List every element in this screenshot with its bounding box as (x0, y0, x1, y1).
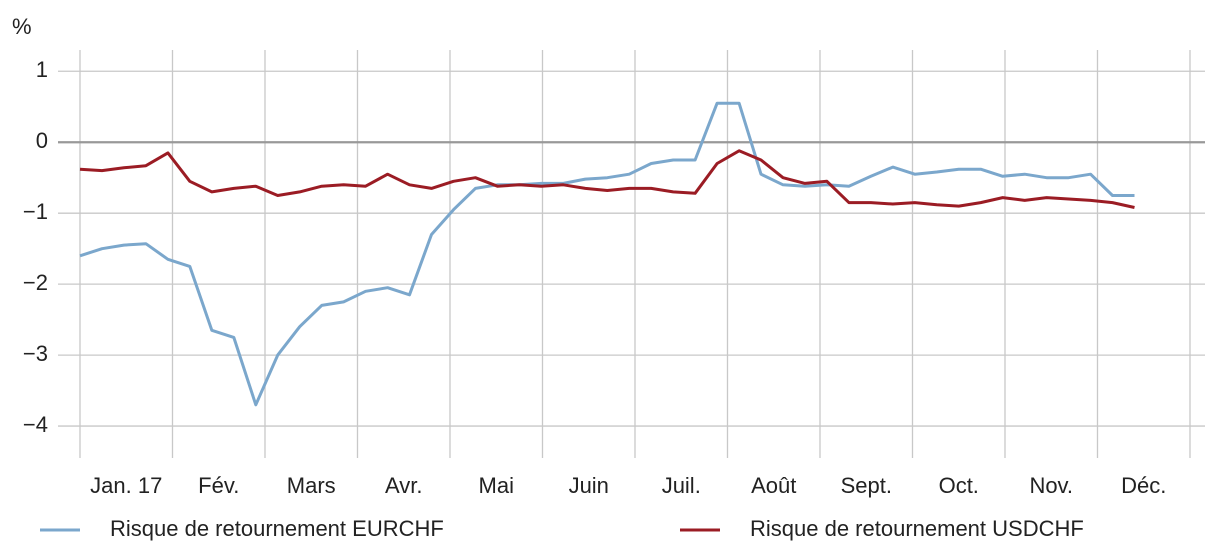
x-tick-label: Août (751, 473, 796, 498)
x-tick-label: Mai (479, 473, 514, 498)
y-tick-label: −1 (23, 199, 48, 224)
x-tick-label: Avr. (385, 473, 423, 498)
legend-label: Risque de retournement EURCHF (110, 516, 444, 541)
x-tick-label: Sept. (841, 473, 892, 498)
y-tick-label: −4 (23, 412, 48, 437)
series-line (79, 101, 1135, 407)
x-tick-label: Nov. (1029, 473, 1073, 498)
x-tick-label: Oct. (939, 473, 979, 498)
y-axis-label: % (12, 14, 32, 39)
x-tick-label: Déc. (1121, 473, 1166, 498)
x-tick-label: Juil. (662, 473, 701, 498)
y-tick-label: 0 (36, 128, 48, 153)
y-tick-label: 1 (36, 57, 48, 82)
legend-label: Risque de retournement USDCHF (750, 516, 1084, 541)
x-tick-label: Mars (287, 473, 336, 498)
y-tick-label: −3 (23, 341, 48, 366)
y-tick-label: −2 (23, 270, 48, 295)
x-tick-label: Juin (569, 473, 609, 498)
x-tick-label: Fév. (198, 473, 239, 498)
x-tick-label: Jan. 17 (90, 473, 162, 498)
series-line (79, 149, 1135, 209)
